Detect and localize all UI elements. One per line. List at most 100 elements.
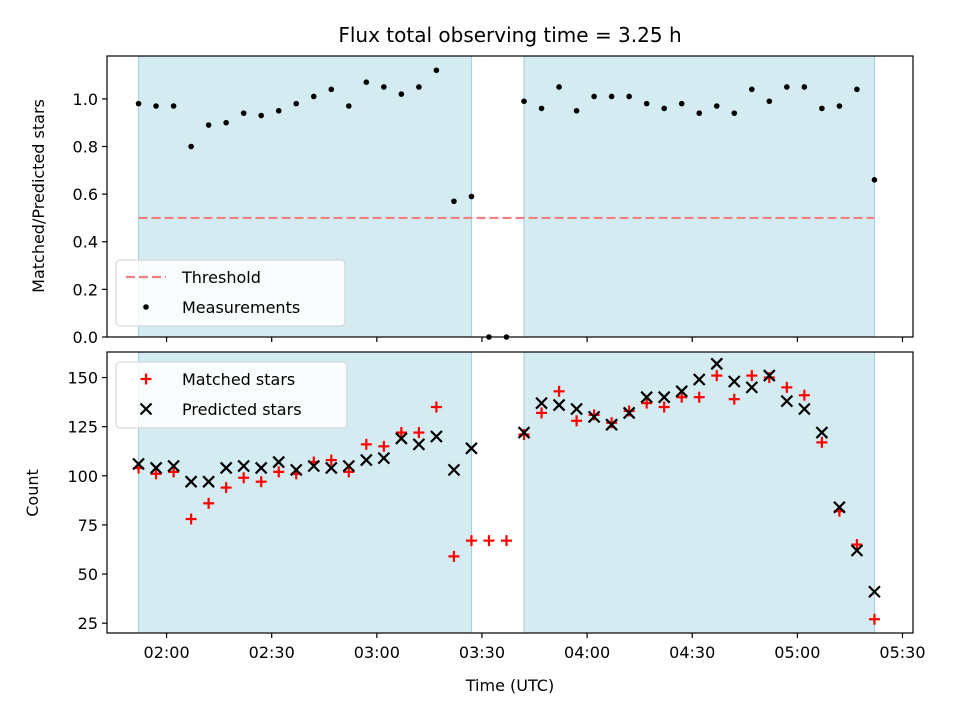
x-d2 xyxy=(342,459,356,473)
predicted-star-point xyxy=(132,457,145,471)
x-d2 xyxy=(798,402,811,416)
x-d2 xyxy=(289,463,303,477)
top-ytick-label: 0.0 xyxy=(73,328,98,347)
measurement-point xyxy=(188,143,194,150)
measurement-point xyxy=(258,112,264,119)
xtick-label: 03:00 xyxy=(354,643,400,662)
bottom-ytick-label: 100 xyxy=(67,467,98,486)
predicted-star-point xyxy=(535,396,548,410)
matched-star-point xyxy=(746,370,758,382)
x-d2 xyxy=(377,451,391,465)
measurement-point xyxy=(205,122,212,128)
matched-star-point xyxy=(676,391,688,403)
matched-star-point xyxy=(448,550,460,562)
matched-star-point xyxy=(150,468,162,480)
predicted-star-point xyxy=(570,402,583,416)
measurement-point xyxy=(731,110,738,116)
matched-star-point xyxy=(325,454,337,466)
top-legend-box xyxy=(115,259,346,327)
measurement-point xyxy=(521,98,527,105)
measurement-point xyxy=(468,193,475,200)
matched-star-point xyxy=(658,401,670,413)
measurement-point xyxy=(433,67,440,74)
predicted-star-point xyxy=(552,398,566,412)
x-d2 xyxy=(272,455,285,469)
predicted-star-point xyxy=(465,442,478,455)
measurement-point xyxy=(275,107,282,114)
measurement-point xyxy=(293,100,300,107)
measurement-point xyxy=(713,103,720,109)
matched-star-point xyxy=(518,429,530,441)
x-d2 xyxy=(132,457,145,471)
matched-star-point xyxy=(781,381,793,393)
predicted-star-point xyxy=(798,402,811,416)
xtick-label: 03:30 xyxy=(459,643,505,662)
matched-star-point xyxy=(430,401,442,413)
x-d2 xyxy=(325,461,338,475)
legend-measurement-swatch xyxy=(143,304,149,310)
bottom-axes-frame xyxy=(106,351,914,634)
matched-star-point xyxy=(606,417,618,429)
matched-star-point xyxy=(343,466,355,478)
measurement-point xyxy=(696,110,703,116)
x-d2 xyxy=(815,426,829,439)
x-d2 xyxy=(219,461,233,475)
matched-star-point xyxy=(623,405,635,417)
measurement-point xyxy=(240,110,247,116)
xtick-label: 02:00 xyxy=(144,643,190,662)
bottom-panel: 25 50 75 100 125 150 02:00 02:30 03:00 03:30 04:00… xyxy=(67,351,926,662)
x-d2 xyxy=(149,461,163,475)
xtick-label: 02:30 xyxy=(249,643,295,662)
x-d2 xyxy=(447,463,461,477)
predicted-star-point xyxy=(710,357,724,371)
predicted-star-point xyxy=(833,500,846,514)
top-axes-frame xyxy=(106,55,914,338)
measurement-point xyxy=(398,91,405,97)
predicted-star-point xyxy=(517,426,531,439)
matched-star-point xyxy=(711,370,723,382)
matched-star-point xyxy=(238,472,250,484)
x-d2 xyxy=(360,453,373,467)
matched-star-point xyxy=(553,385,565,397)
bottom-ytick-label: 50 xyxy=(78,565,98,584)
predicted-star-point xyxy=(377,451,391,465)
x-d2 xyxy=(167,459,180,473)
predicted-star-point xyxy=(815,426,829,439)
measurement-point xyxy=(661,105,667,112)
legend-label: Predicted stars xyxy=(182,400,302,419)
measurement-point xyxy=(573,107,580,114)
predicted-star-point xyxy=(307,459,321,473)
x-d2 xyxy=(254,461,268,475)
bottom-legend-box xyxy=(115,361,348,429)
x-axis-label: Time (UTC) xyxy=(465,676,554,695)
x-d2 xyxy=(552,398,566,412)
matched-star-point xyxy=(641,397,653,409)
x-d2 xyxy=(184,475,198,488)
matched-star-point xyxy=(255,476,267,488)
top-ytick-label: 0.2 xyxy=(73,280,98,299)
predicted-star-point xyxy=(202,475,215,488)
legend-label: Measurements xyxy=(182,298,300,317)
measurement-point xyxy=(608,93,615,100)
x-d2 xyxy=(517,426,531,439)
x-d2 xyxy=(868,585,881,599)
predicted-star-point xyxy=(640,390,653,404)
bottom-ytick-label: 125 xyxy=(67,418,98,437)
matched-star-point xyxy=(203,497,215,509)
x-d2 xyxy=(675,385,688,398)
measurement-point xyxy=(310,93,317,100)
predicted-star-point xyxy=(184,475,198,488)
legend-label: Matched stars xyxy=(182,370,295,389)
measurement-point xyxy=(854,86,860,93)
matched-star-point xyxy=(395,427,407,439)
predicted-star-point xyxy=(657,390,671,404)
predicted-star-point xyxy=(850,544,864,557)
matched-star-point xyxy=(536,407,548,419)
matched-star-point xyxy=(851,539,863,551)
x-d2 xyxy=(535,396,548,410)
legend-predicted-swatch xyxy=(139,402,153,416)
measurement-point xyxy=(801,84,808,90)
predicted-star-point xyxy=(237,459,250,473)
predicted-star-point xyxy=(868,585,881,599)
